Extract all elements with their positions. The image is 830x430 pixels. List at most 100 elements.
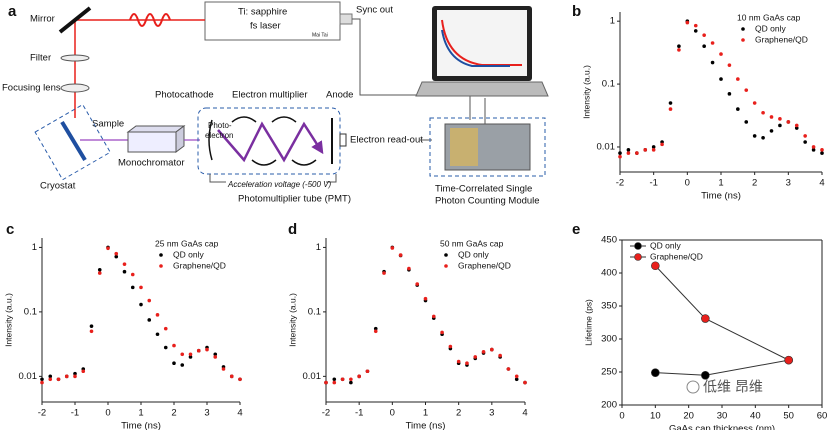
x-tick-label: 20 xyxy=(683,411,694,422)
x-tick-label: 4 xyxy=(819,178,824,189)
point xyxy=(238,377,242,382)
cathode xyxy=(208,119,213,161)
point xyxy=(155,332,160,337)
y-tick-label: 0.01 xyxy=(19,371,38,382)
x-axis-label: GaAs cap thickness (nm) xyxy=(669,424,775,430)
x-tick-label: 0 xyxy=(685,178,690,189)
watermark: 低维 昂维 xyxy=(686,379,763,395)
anode-label: Anode xyxy=(326,90,353,101)
point xyxy=(668,101,673,105)
point xyxy=(702,44,706,49)
chart: c -2 -1 0 1 2 3 4 0.01 0.1 1 Time (ns) Intensity (a.… xyxy=(3,221,242,430)
connector xyxy=(339,133,347,147)
point xyxy=(147,318,152,322)
point xyxy=(365,369,370,374)
point xyxy=(727,92,732,96)
point xyxy=(736,77,740,81)
point xyxy=(147,298,152,303)
legend-marker xyxy=(634,242,642,250)
y-tick-label: 0.1 xyxy=(308,306,321,317)
lens xyxy=(60,83,90,93)
photocathode-label: Photocathode xyxy=(155,90,214,101)
x-axis-label: Time (ns) xyxy=(121,421,161,430)
point xyxy=(626,148,631,152)
x-tick-label: 40 xyxy=(750,411,761,422)
photoelectron-label: electron xyxy=(205,131,233,140)
x-tick-label: 2 xyxy=(456,408,461,419)
y-tick-label: 450 xyxy=(601,235,617,246)
laser-box xyxy=(204,1,341,41)
readout-label: Electron read-out xyxy=(350,135,423,146)
point xyxy=(81,369,86,374)
point xyxy=(398,253,403,257)
x-tick-label: 0 xyxy=(619,411,624,422)
screen-plot xyxy=(441,29,510,67)
point xyxy=(48,374,53,379)
y-axis-label: Intensity (a.u.) xyxy=(287,293,297,347)
tcspc-box xyxy=(429,117,546,177)
legend-label: QD only xyxy=(755,23,786,33)
point xyxy=(727,63,732,67)
marker xyxy=(784,355,793,365)
legend-title: 10 nm GaAs cap xyxy=(737,12,801,22)
point xyxy=(523,380,527,385)
point xyxy=(188,352,193,357)
point xyxy=(794,126,799,130)
marker xyxy=(651,261,660,271)
legend-label: QD only xyxy=(173,249,204,259)
point xyxy=(114,254,119,259)
legend-label: QD only xyxy=(650,240,681,250)
x-tick-label: 3 xyxy=(204,408,209,419)
point xyxy=(693,23,698,28)
marker xyxy=(701,370,710,380)
monochromator xyxy=(127,131,177,153)
point xyxy=(205,347,209,352)
point xyxy=(769,129,774,133)
marker xyxy=(701,314,710,323)
point xyxy=(514,377,519,382)
chart: e 0 10 20 30 40 50 60 200 250 300 350 400 450 GaAs cap… xyxy=(572,221,827,430)
point xyxy=(56,377,61,382)
legend-label: Graphene/QD xyxy=(650,251,703,261)
x-tick-label: -1 xyxy=(649,178,657,189)
wire xyxy=(352,18,471,120)
point xyxy=(651,148,656,152)
point xyxy=(651,145,656,149)
point xyxy=(811,145,816,149)
y-tick-label: 0.01 xyxy=(597,141,616,152)
y-tick-label: 0.1 xyxy=(24,306,37,317)
x-tick-label: -2 xyxy=(38,408,46,419)
laptop-base xyxy=(415,81,549,97)
x-tick-label: 3 xyxy=(786,178,791,189)
point xyxy=(73,371,77,376)
y-tick-label: 0.01 xyxy=(303,371,322,382)
point xyxy=(407,266,411,271)
point xyxy=(794,123,799,128)
point xyxy=(122,269,127,274)
point xyxy=(357,374,361,379)
point xyxy=(660,142,664,147)
point xyxy=(710,60,715,65)
point xyxy=(172,361,176,365)
cryostat-label: Cryostat xyxy=(40,181,76,192)
point xyxy=(89,329,94,334)
legend-label: Graphene/QD xyxy=(755,34,808,44)
point xyxy=(48,377,53,382)
point xyxy=(373,329,378,334)
point xyxy=(332,380,337,385)
point xyxy=(635,151,639,155)
legend-marker xyxy=(159,264,163,268)
point xyxy=(423,296,428,301)
y-tick-label: 0.1 xyxy=(602,79,615,90)
x-tick-label: 0 xyxy=(390,408,395,419)
x-tick-label: -1 xyxy=(355,408,363,419)
legend-title: 25 nm GaAs cap xyxy=(155,238,219,248)
pmt-label: Photomultiplier tube (PMT) xyxy=(238,194,351,205)
marker xyxy=(651,368,660,377)
point xyxy=(719,77,723,81)
mono-side xyxy=(175,125,185,153)
point xyxy=(213,355,218,359)
mono-top xyxy=(126,125,186,133)
point xyxy=(685,20,690,25)
